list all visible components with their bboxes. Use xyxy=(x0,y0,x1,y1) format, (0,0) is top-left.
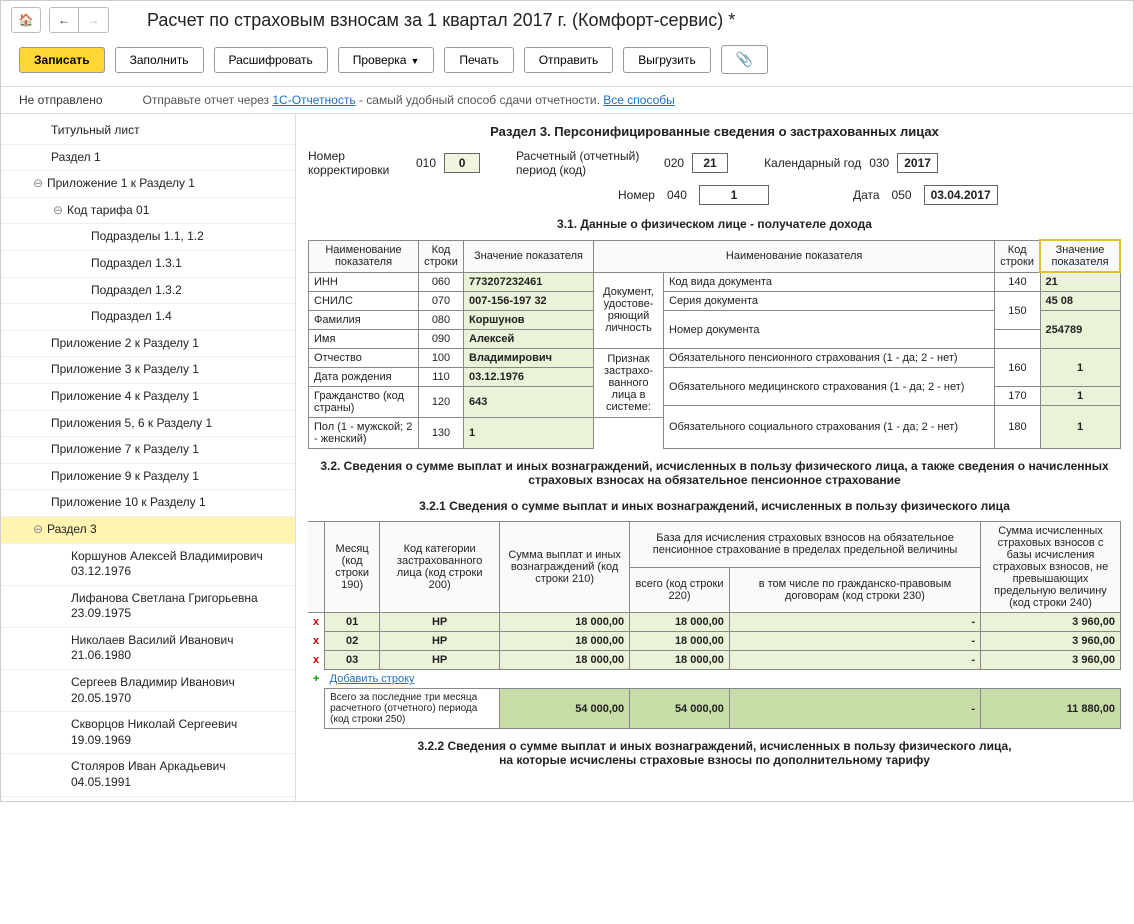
year-label: Календарный год xyxy=(764,156,861,170)
sub322-title-b: на которые исчислены страховые взносы по… xyxy=(308,753,1121,767)
send-status: Не отправлено xyxy=(19,93,103,107)
tree-section3[interactable]: ⊖Раздел 3 xyxy=(1,517,295,544)
date-label: Дата xyxy=(853,188,880,202)
status-hint: Отправьте отчет через 1С-Отчетность - са… xyxy=(143,93,675,107)
payments-table: Месяц (код строки 190) Код категории зас… xyxy=(308,521,1121,729)
tree-person4[interactable]: Сергеев Владимир Иванович 20.05.1970 xyxy=(1,670,295,712)
tree-person3[interactable]: Николаев Василий Иванович 21.06.1980 xyxy=(1,628,295,670)
tree-app1[interactable]: ⊖Приложение 1 к Разделу 1 xyxy=(1,171,295,198)
tree-app56[interactable]: Приложения 5, 6 к Разделу 1 xyxy=(1,411,295,438)
check-button[interactable]: Проверка▼ xyxy=(338,47,435,73)
save-button[interactable]: Записать xyxy=(19,47,105,73)
link-all-ways[interactable]: Все способы xyxy=(603,93,675,107)
corr-value[interactable]: 0 xyxy=(444,153,480,173)
date-code: 050 xyxy=(892,188,912,202)
export-button[interactable]: Выгрузить xyxy=(623,47,711,73)
collapse-icon: ⊖ xyxy=(33,522,43,538)
num-code: 040 xyxy=(667,188,687,202)
add-row-link[interactable]: Добавить строку xyxy=(330,673,415,685)
add-row-icon[interactable]: + xyxy=(308,670,325,689)
tree-person6[interactable]: Столяров Иван Аркадьевич 04.05.1991 xyxy=(1,754,295,796)
sub32-title: 3.2. Сведения о сумме выплат и иных возн… xyxy=(308,459,1121,487)
tree-app10[interactable]: Приложение 10 к Разделу 1 xyxy=(1,490,295,517)
year-code: 030 xyxy=(869,156,889,170)
home-button[interactable]: 🏠 xyxy=(11,7,41,33)
link-1c-report[interactable]: 1С-Отчетность xyxy=(272,93,355,107)
tree-app4[interactable]: Приложение 4 к Разделу 1 xyxy=(1,384,295,411)
fill-button[interactable]: Заполнить xyxy=(115,47,204,73)
person-data-table: Наименование показателя Код строки Значе… xyxy=(308,239,1121,449)
collapse-icon: ⊖ xyxy=(33,176,43,192)
tree-tariff[interactable]: ⊖Код тарифа 01 xyxy=(1,198,295,225)
home-icon: 🏠 xyxy=(19,13,34,27)
arrow-left-icon: ← xyxy=(58,13,70,27)
page-title: Расчет по страховым взносам за 1 квартал… xyxy=(147,10,735,31)
tree-section1[interactable]: Раздел 1 xyxy=(1,145,295,172)
back-button[interactable]: ← xyxy=(49,7,79,33)
attach-button[interactable]: 📎 xyxy=(721,45,768,74)
period-code: 020 xyxy=(664,156,684,170)
arrow-right-icon: → xyxy=(88,13,100,27)
sections-tree: Титульный лист Раздел 1 ⊖Приложение 1 к … xyxy=(1,114,296,801)
date-value[interactable]: 03.04.2017 xyxy=(924,185,998,205)
chevron-down-icon: ▼ xyxy=(410,56,419,66)
tree-app7[interactable]: Приложение 7 к Разделу 1 xyxy=(1,437,295,464)
delete-row-1[interactable]: x xyxy=(308,613,325,632)
forward-button[interactable]: → xyxy=(79,7,109,33)
paperclip-icon: 📎 xyxy=(736,51,753,67)
tree-person5[interactable]: Скворцов Николай Сергеевич 19.09.1969 xyxy=(1,712,295,754)
tree-sub131[interactable]: Подраздел 1.3.1 xyxy=(1,251,295,278)
sub322-title-a: 3.2.2 Сведения о сумме выплат и иных воз… xyxy=(308,739,1121,753)
delete-row-2[interactable]: x xyxy=(308,632,325,651)
collapse-icon: ⊖ xyxy=(53,203,63,219)
tree-person2[interactable]: Лифанова Светлана Григорьевна 23.09.1975 xyxy=(1,586,295,628)
tree-app3[interactable]: Приложение 3 к Разделу 1 xyxy=(1,357,295,384)
tree-app2[interactable]: Приложение 2 к Разделу 1 xyxy=(1,331,295,358)
tree-app9[interactable]: Приложение 9 к Разделу 1 xyxy=(1,464,295,491)
sub31-title: 3.1. Данные о физическом лице - получате… xyxy=(308,217,1121,231)
period-value[interactable]: 21 xyxy=(692,153,728,173)
corr-label: Номер корректировки xyxy=(308,149,408,177)
content-area: Раздел 3. Персонифицированные сведения о… xyxy=(296,114,1133,801)
tree-sub14[interactable]: Подраздел 1.4 xyxy=(1,304,295,331)
section3-title: Раздел 3. Персонифицированные сведения о… xyxy=(308,124,1121,139)
num-label: Номер xyxy=(618,188,655,202)
year-value[interactable]: 2017 xyxy=(897,153,938,173)
tree-person1[interactable]: Коршунов Алексей Владимирович 03.12.1976 xyxy=(1,544,295,586)
num-value[interactable]: 1 xyxy=(699,185,769,205)
send-button[interactable]: Отправить xyxy=(524,47,614,73)
tree-sub11-12[interactable]: Подразделы 1.1, 1.2 xyxy=(1,224,295,251)
print-button[interactable]: Печать xyxy=(444,47,513,73)
decode-button[interactable]: Расшифровать xyxy=(214,47,328,73)
tree-title-page[interactable]: Титульный лист xyxy=(1,118,295,145)
corr-code: 010 xyxy=(416,156,436,170)
tree-sub132[interactable]: Подраздел 1.3.2 xyxy=(1,278,295,305)
delete-row-3[interactable]: x xyxy=(308,651,325,670)
period-label: Расчетный (отчетный) период (код) xyxy=(516,149,656,177)
sub321-title: 3.2.1 Сведения о сумме выплат и иных воз… xyxy=(308,499,1121,513)
